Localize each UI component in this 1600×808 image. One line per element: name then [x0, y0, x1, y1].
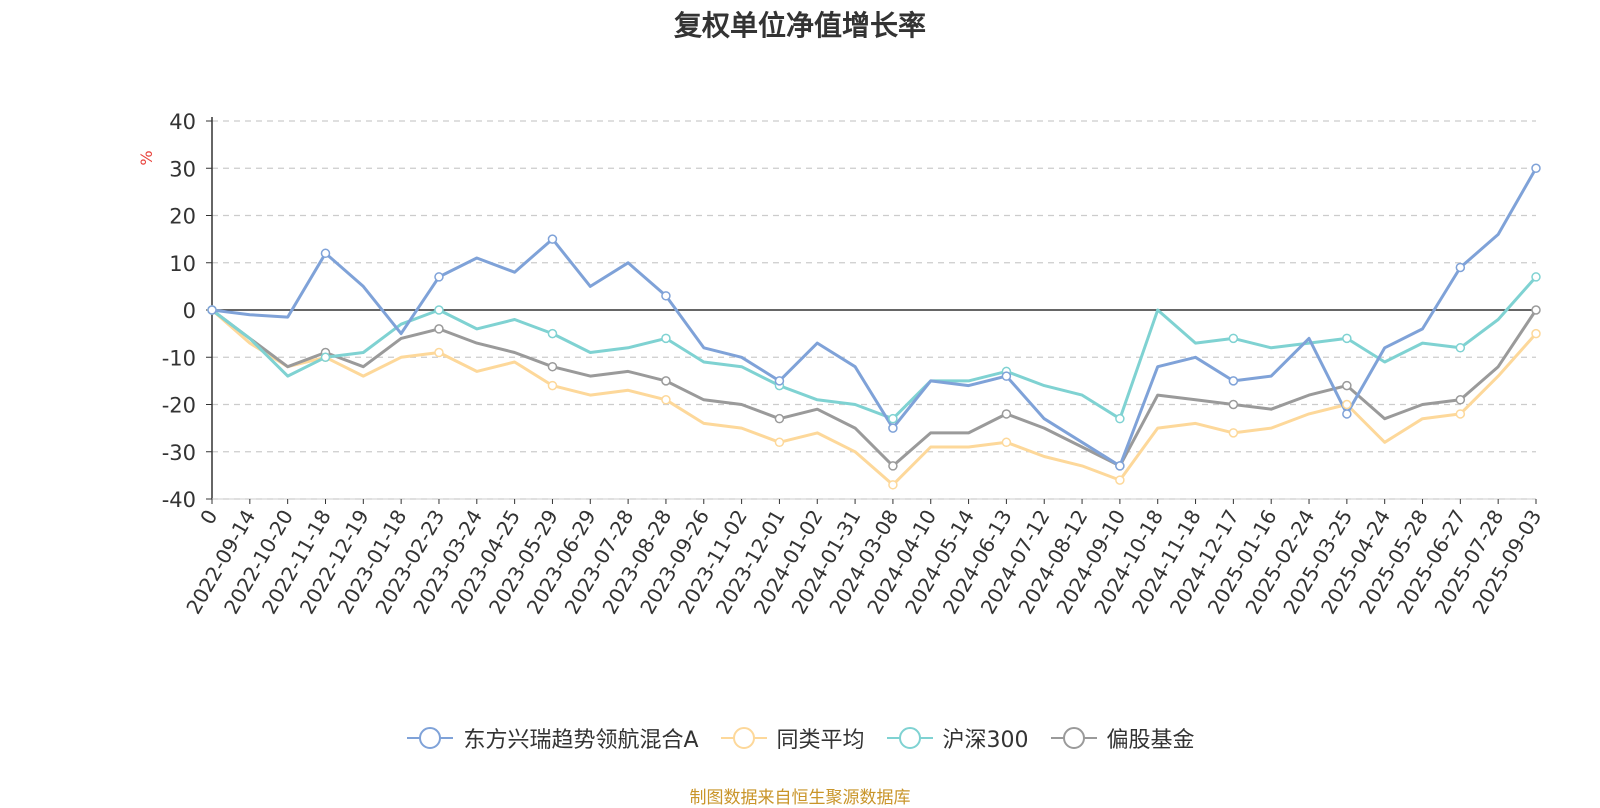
data-point [774, 437, 785, 448]
y-tick-label: -10 [162, 346, 196, 370]
data-point [1342, 333, 1352, 344]
data-point [434, 272, 444, 282]
y-tick-label: 30 [169, 157, 196, 181]
legend-label: 同类平均 [776, 728, 865, 753]
x-tick-label: 0 [195, 506, 222, 529]
legend-marker-icon [886, 727, 933, 749]
series-line-2 [211, 275, 1538, 421]
legend-marker-icon [1050, 727, 1097, 749]
legend-label: 东方兴瑞趋势领航混合A [463, 728, 699, 753]
legend-item[interactable]: 偏股基金 [1049, 722, 1195, 754]
data-point [1455, 343, 1466, 353]
legend-item[interactable]: 东方兴瑞趋势领航混合A [405, 722, 699, 754]
data-point [320, 248, 331, 259]
data-point [1228, 428, 1239, 438]
data-point [888, 413, 898, 424]
data-point [1531, 305, 1541, 315]
data-point [1001, 371, 1012, 381]
data-point [1115, 461, 1125, 471]
y-tick-label: -30 [162, 441, 196, 465]
data-point [1001, 437, 1012, 448]
y-tick-label: 40 [169, 110, 196, 134]
data-point [1455, 262, 1466, 273]
series-lines [211, 167, 1538, 487]
data-point [547, 361, 558, 372]
data-point [547, 234, 558, 244]
y-tick-label: -20 [162, 394, 196, 418]
line-chart: 403020100-10-20-30-4002022-09-142022-10-… [137, 110, 1547, 618]
series-line-1 [211, 308, 1538, 487]
legend-marker-icon [720, 727, 767, 749]
data-point [1228, 376, 1239, 386]
data-point [888, 461, 898, 471]
data-point [888, 423, 898, 433]
y-axis-label: % [137, 150, 156, 165]
legend-label: 偏股基金 [1106, 728, 1195, 753]
series-markers [207, 163, 1541, 490]
data-point [661, 333, 671, 344]
y-tick-label: 20 [169, 205, 196, 229]
data-point [1342, 380, 1352, 391]
legend-label: 沪深300 [942, 728, 1029, 753]
data-point [661, 395, 671, 405]
data-point [1531, 328, 1541, 339]
data-point [1001, 409, 1012, 419]
data-point [774, 413, 785, 424]
data-point [207, 305, 217, 315]
y-tick-label: 10 [169, 252, 196, 276]
data-point [434, 305, 444, 315]
data-point [1342, 399, 1352, 410]
legend-item[interactable]: 沪深300 [885, 722, 1029, 754]
data-point [774, 376, 785, 386]
axes: 403020100-10-20-30-4002022-09-142022-10-… [162, 110, 1547, 618]
data-point [547, 380, 558, 391]
data-point [1455, 395, 1466, 405]
data-point [888, 480, 898, 490]
legend-item[interactable]: 同类平均 [719, 722, 865, 754]
data-source-note: 制图数据来自恒生聚源数据库 [689, 788, 911, 808]
legend-marker-icon [407, 727, 454, 749]
data-point [1531, 163, 1541, 173]
series-line-0 [211, 167, 1538, 468]
data-point [1115, 413, 1125, 424]
y-tick-label: -40 [162, 488, 196, 512]
data-point [1531, 272, 1541, 282]
data-point [547, 328, 558, 339]
chart-title: 复权单位净值增长率 [673, 9, 926, 42]
data-point [1455, 409, 1466, 419]
legend: 东方兴瑞趋势领航混合A 同类平均 沪深300 偏股基金 [0, 722, 1600, 754]
y-tick-label: 0 [183, 299, 196, 323]
data-point [434, 324, 444, 334]
series-line-3 [211, 308, 1538, 468]
data-point [320, 352, 331, 362]
data-point [1115, 475, 1125, 485]
data-point [661, 291, 671, 301]
data-point [1228, 333, 1239, 344]
data-point [1228, 399, 1239, 410]
data-point [661, 376, 671, 386]
data-point [1342, 409, 1352, 419]
data-point [434, 347, 444, 358]
